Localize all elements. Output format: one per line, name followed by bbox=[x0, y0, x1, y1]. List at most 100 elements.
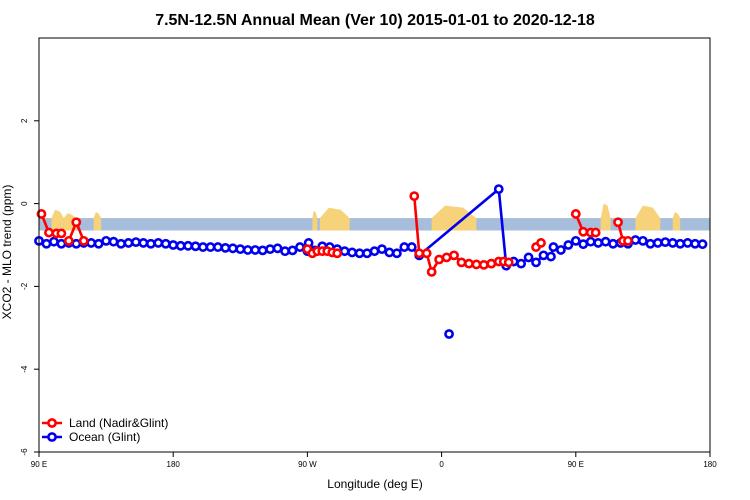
ocean-point-2 bbox=[49, 236, 59, 247]
ocean-point-18 bbox=[168, 240, 179, 250]
land-mask-7 bbox=[635, 205, 661, 231]
y-tick-label-1: -4 bbox=[20, 365, 29, 373]
ocean-point-51 bbox=[406, 242, 417, 252]
ocean-point-62 bbox=[548, 242, 559, 252]
ocean-point-76 bbox=[652, 238, 663, 248]
y-tick-label-2: -2 bbox=[20, 282, 29, 290]
plot-frame bbox=[38, 37, 711, 453]
land-3-point-0 bbox=[409, 191, 420, 202]
land-mask-4 bbox=[319, 207, 350, 231]
ocean-point-73 bbox=[630, 235, 641, 245]
land-3-point-7 bbox=[456, 257, 467, 268]
legend-label-0: Land (Nadir&Glint) bbox=[69, 416, 168, 430]
land-0-point-1 bbox=[44, 227, 54, 238]
legend: Land (Nadir&Glint)Ocean (Glint) bbox=[42, 416, 168, 444]
ocean-point-11 bbox=[116, 238, 126, 249]
y-tick-label-0: -6 bbox=[20, 448, 29, 456]
x-tick-label-3: 0 bbox=[439, 460, 444, 469]
ocean-point-3 bbox=[56, 238, 67, 249]
land-0-point-0 bbox=[36, 209, 47, 219]
ocean-point-63 bbox=[555, 245, 566, 255]
ocean-point-19 bbox=[175, 240, 186, 251]
x-axis-label: Longitude (deg E) bbox=[327, 477, 422, 491]
land-mask-3 bbox=[312, 210, 318, 231]
ocean-point-17 bbox=[160, 238, 171, 249]
ocean-point-16 bbox=[153, 238, 164, 248]
y-axis-label: XCO2 - MLO trend (ppm) bbox=[0, 185, 14, 320]
land-mask-1 bbox=[63, 213, 77, 231]
ocean-point-35 bbox=[295, 242, 305, 252]
ocean-point-23 bbox=[205, 242, 216, 252]
ocean-point-79 bbox=[675, 238, 686, 249]
x-tick-label-1: 180 bbox=[167, 460, 181, 469]
ocean-point-42 bbox=[339, 246, 350, 257]
land-3-point-2 bbox=[421, 248, 432, 259]
ocean-point-33 bbox=[280, 246, 290, 257]
ocean-point-1 bbox=[41, 238, 52, 249]
ocean-point-48 bbox=[384, 247, 395, 258]
ocean-point-26 bbox=[227, 243, 238, 254]
ocean-point-68 bbox=[593, 238, 604, 248]
ocean-point-75 bbox=[645, 238, 656, 249]
land-mask-5 bbox=[431, 205, 477, 231]
land-6-point-3 bbox=[590, 227, 601, 238]
ocean-point-12 bbox=[123, 238, 134, 248]
ocean-point-46 bbox=[369, 246, 380, 257]
ocean-point-66 bbox=[578, 239, 589, 250]
ocean-point-34 bbox=[287, 245, 298, 256]
land-3-point-6 bbox=[449, 250, 459, 261]
legend-marker-1 bbox=[47, 432, 57, 442]
ocean-point-78 bbox=[667, 238, 678, 248]
land-3-point-8 bbox=[464, 258, 474, 269]
land-mask-2 bbox=[93, 211, 102, 231]
ocean-point-82 bbox=[697, 239, 708, 250]
ocean-point-20 bbox=[183, 240, 194, 251]
land-6-point-1 bbox=[578, 226, 589, 237]
ocean-point-59 bbox=[531, 257, 541, 268]
land-4-point-0 bbox=[486, 258, 497, 269]
land-band-group bbox=[39, 203, 710, 231]
ocean-point-80 bbox=[682, 238, 693, 248]
ocean-point-29 bbox=[250, 245, 261, 255]
ocean-point-44 bbox=[354, 248, 365, 259]
land-band bbox=[39, 218, 710, 231]
land-0-point-3 bbox=[56, 228, 67, 239]
land-3-point-9 bbox=[471, 259, 482, 270]
ocean-point-45 bbox=[362, 248, 372, 259]
ocean-point-25 bbox=[220, 242, 231, 253]
ocean-point-53 bbox=[444, 329, 454, 339]
land-1-point-2 bbox=[78, 235, 89, 246]
land-3-point-4 bbox=[434, 254, 445, 265]
ocean-point-28 bbox=[242, 245, 253, 255]
land-3-point-3 bbox=[426, 267, 437, 277]
legend-label-1: Ocean (Glint) bbox=[69, 430, 140, 444]
ocean-point-69 bbox=[600, 236, 611, 247]
ocean-point-30 bbox=[257, 245, 268, 256]
plot-area bbox=[34, 37, 711, 453]
ocean-point-31 bbox=[265, 244, 276, 255]
ocean-point-15 bbox=[145, 238, 156, 249]
x-tick-label-5: 180 bbox=[703, 460, 717, 469]
ocean-point-13 bbox=[131, 237, 141, 248]
ocean-point-65 bbox=[570, 235, 581, 246]
ocean-point-77 bbox=[660, 237, 671, 248]
land-3-point-1 bbox=[414, 248, 425, 259]
ocean-point-61 bbox=[546, 251, 556, 262]
land-7-point-2 bbox=[623, 235, 633, 246]
ocean-point-67 bbox=[585, 236, 596, 247]
y-axis: -6 -4 -2 0 2 bbox=[20, 118, 39, 456]
land-6-point-0 bbox=[570, 209, 581, 219]
y-tick-label-3: 0 bbox=[20, 201, 29, 206]
land-series bbox=[36, 191, 633, 277]
land-mask-8 bbox=[672, 211, 681, 231]
ocean-point-43 bbox=[347, 247, 358, 258]
ocean-point-49 bbox=[391, 248, 402, 259]
ocean-point-24 bbox=[213, 242, 223, 252]
ocean-point-14 bbox=[138, 238, 149, 248]
ocean-point-60 bbox=[538, 250, 549, 261]
ocean-point-27 bbox=[235, 244, 246, 255]
land-3-point-10 bbox=[478, 259, 489, 270]
ocean-point-8 bbox=[93, 238, 104, 249]
ocean-point-74 bbox=[638, 235, 648, 246]
